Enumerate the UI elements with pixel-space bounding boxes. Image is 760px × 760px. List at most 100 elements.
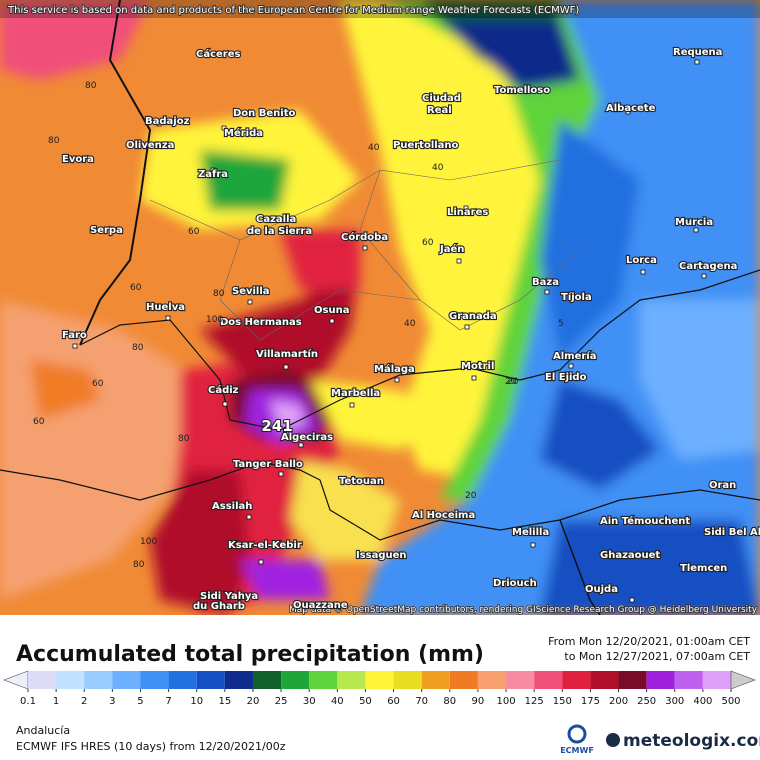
legend-tick-label: 150 [553,696,572,707]
legend-swatch [449,671,478,689]
city-dot [210,167,216,173]
legend-swatch [56,671,85,689]
legend-swatch [196,671,225,689]
city-label: Tlemcen [680,563,727,574]
contour-label: 60 [92,379,104,389]
city-label: du Gharb [193,601,245,612]
legend-swatch [702,671,731,689]
legend-tick-label: 80 [443,696,456,707]
city-dot [362,245,368,251]
legend-tick-label: 30 [303,696,316,707]
city-label: Lorca [626,255,657,266]
city-dot [463,205,469,211]
city-dot [471,375,477,381]
contour-label: 60 [33,417,45,427]
contour-label: 5 [558,319,564,329]
legend-swatch [112,671,141,689]
city-label: de la Sierra [247,226,312,237]
contour-label: 80 [48,136,60,146]
legend-swatch [84,671,113,689]
city-dot [246,514,252,520]
city-label: Ouazzane [293,600,348,611]
city-dot [247,299,253,305]
contour-label: 20 [465,491,477,501]
city-dot [72,343,78,349]
city-dot [530,542,536,548]
legend-swatch [28,671,57,689]
legend-tick-label: 2 [81,696,87,707]
contour-label: 80 [132,343,144,353]
city-label: Puertollano [393,140,459,151]
contour-label: 40 [368,143,380,153]
precip-field [0,0,760,615]
city-label: Faro [62,330,87,341]
city-label: Granada [449,311,497,322]
city-dot [640,269,646,275]
city-dot [568,363,574,369]
city-dot [629,597,635,603]
city-dot [544,289,550,295]
city-label: Motril [461,361,494,372]
legend-tick-label: 0.1 [20,696,36,707]
city-label: Oran [709,480,736,491]
city-dot [425,143,431,149]
contour-label: 40 [432,163,444,173]
city-label: Badajoz [145,116,190,127]
city-label: Ghazaouet [600,550,660,561]
footer-title: Accumulated total precipitation (mm) [16,642,484,667]
legend: 0.1 1 2 3 5 7 10 15 20 25 30 40 50 60 70 80 90 100 125 150 1… [3,670,756,707]
brand: meteologix.com [623,731,760,751]
notice: This service is based on data and produc… [7,5,579,16]
city-label: Linares [447,207,488,218]
legend-tick-label: 175 [581,696,600,707]
contour-label: 60 [188,227,200,237]
legend-tick-label: 25 [275,696,288,707]
city-dot [283,364,289,370]
city-label: Oujda [585,584,618,595]
legend-tick-label: 40 [331,696,344,707]
city-dot [165,315,171,321]
attribution: Map data © OpenStreetMap contributors, r… [289,605,758,615]
contour-label: 60 [130,283,142,293]
legend-tick-label: 70 [415,696,428,707]
city-label: Sidi Yahya [200,591,258,602]
city-dot [216,51,222,57]
city-dot [394,377,400,383]
legend-swatch [393,671,422,689]
city-dot [222,401,228,407]
city-dot [701,273,707,279]
city-label: Tetouan [339,476,384,487]
city-label: Issaguen [356,550,407,561]
map: This service is based on data and produc… [0,0,760,615]
city-dot [694,59,700,65]
city-label: Al Hoceima [412,510,475,521]
city-label: Ciudad [422,93,461,104]
legend-swatch [477,671,507,689]
contour-label: 20 [505,377,517,387]
province-borders [149,159,581,341]
contour-label: 80 [85,81,97,91]
city-label: Don Benito [233,108,296,119]
legend-swatch [618,671,647,689]
city-label: Ksar-el-Kebir [228,540,302,551]
contour-label: 80 [133,560,145,570]
legend-swatch [562,671,591,689]
legend-swatch [590,671,619,689]
legend-tick-label: 10 [190,696,203,707]
city-label: Melilla [512,527,549,538]
legend-tick-label: 100 [496,696,515,707]
city-dot [464,324,470,330]
legend-swatch [224,671,253,689]
ecmwf-logo [567,724,587,744]
city-label: Serpa [90,225,123,236]
contour-label: 40 [404,319,416,329]
city-label: Albacete [606,103,656,114]
contour-label: 60 [422,238,434,248]
legend-swatch [168,671,197,689]
city-label: Córdoba [341,231,388,243]
max-label: 241 [261,417,292,435]
city-dot [329,318,335,324]
city-dot [456,258,462,264]
city-label: Cádiz [208,384,239,396]
